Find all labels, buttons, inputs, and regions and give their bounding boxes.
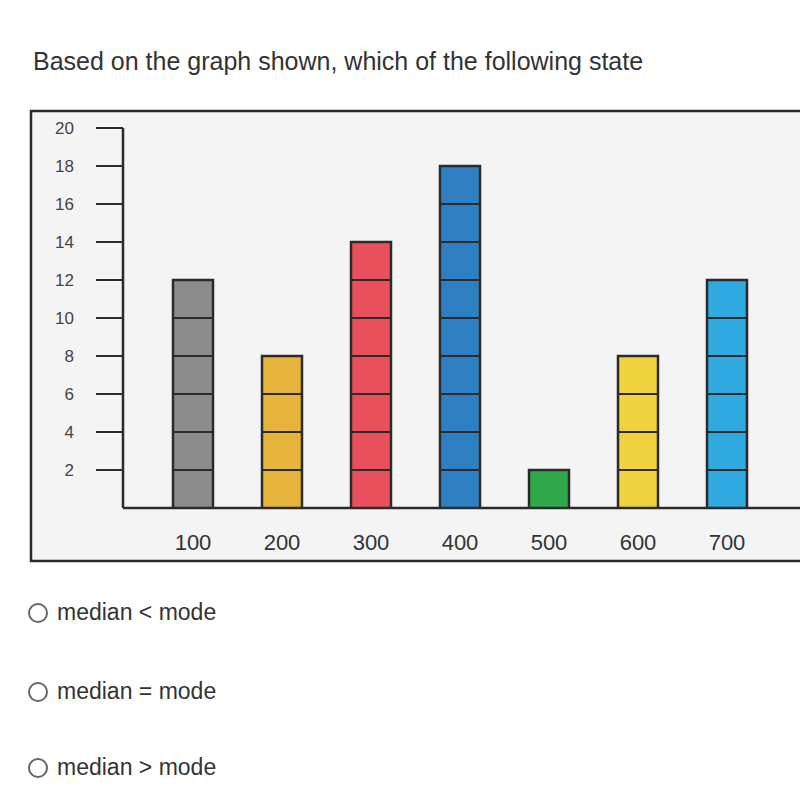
block-divider bbox=[351, 431, 391, 433]
block-divider bbox=[351, 279, 391, 281]
block-divider bbox=[351, 355, 391, 357]
block-divider bbox=[173, 317, 213, 319]
block-divider bbox=[440, 203, 480, 205]
block-divider bbox=[262, 469, 302, 471]
x-tick-label: 600 bbox=[620, 530, 657, 555]
block-divider bbox=[440, 279, 480, 281]
y-tick bbox=[96, 279, 123, 281]
y-tick bbox=[96, 127, 123, 129]
y-tick-label: 12 bbox=[55, 271, 74, 290]
block-divider bbox=[707, 469, 747, 471]
option-label[interactable]: median > mode bbox=[57, 754, 216, 780]
y-tick bbox=[96, 355, 123, 357]
radio[interactable] bbox=[29, 683, 47, 701]
y-tick bbox=[96, 469, 123, 471]
page: Based on the graph shown, which of the f… bbox=[0, 0, 800, 800]
y-tick-label: 2 bbox=[65, 461, 74, 480]
y-tick bbox=[96, 165, 123, 167]
y-tick bbox=[96, 203, 123, 205]
block-divider bbox=[351, 317, 391, 319]
y-tick-label: 18 bbox=[55, 157, 74, 176]
screen: Based on the graph shown, which of the f… bbox=[0, 0, 800, 800]
bar bbox=[618, 356, 658, 508]
block-divider bbox=[440, 317, 480, 319]
block-divider bbox=[351, 469, 391, 471]
y-tick bbox=[96, 241, 123, 243]
block-divider bbox=[351, 393, 391, 395]
bar bbox=[529, 470, 569, 508]
block-divider bbox=[618, 393, 658, 395]
radio[interactable] bbox=[29, 759, 47, 777]
bar bbox=[707, 280, 747, 508]
block-divider bbox=[707, 431, 747, 433]
bar bbox=[351, 242, 391, 508]
x-tick-label: 700 bbox=[709, 530, 746, 555]
block-divider bbox=[440, 355, 480, 357]
bar bbox=[440, 166, 480, 508]
block-divider bbox=[618, 431, 658, 433]
block-divider bbox=[173, 393, 213, 395]
y-tick-label: 4 bbox=[65, 423, 74, 442]
bars bbox=[173, 166, 747, 508]
y-tick bbox=[96, 317, 123, 319]
block-divider bbox=[173, 431, 213, 433]
chart-frame bbox=[31, 111, 800, 561]
y-tick-label: 14 bbox=[55, 233, 74, 252]
block-divider bbox=[707, 393, 747, 395]
y-tick bbox=[96, 431, 123, 433]
block-divider bbox=[440, 241, 480, 243]
y-tick-label: 20 bbox=[55, 119, 74, 138]
block-divider bbox=[707, 355, 747, 357]
radio[interactable] bbox=[29, 604, 47, 622]
x-tick-label: 200 bbox=[264, 530, 301, 555]
block-divider bbox=[262, 393, 302, 395]
option-label[interactable]: median < mode bbox=[57, 599, 216, 625]
block-divider bbox=[440, 469, 480, 471]
option-label[interactable]: median = mode bbox=[57, 678, 216, 704]
y-tick-label: 6 bbox=[65, 385, 74, 404]
x-tick-label: 300 bbox=[353, 530, 390, 555]
bar bbox=[262, 356, 302, 508]
block-divider bbox=[618, 469, 658, 471]
x-tick-label: 500 bbox=[531, 530, 568, 555]
y-tick-label: 16 bbox=[55, 195, 74, 214]
bar bbox=[173, 280, 213, 508]
question: Based on the graph shown, which of the f… bbox=[33, 47, 643, 75]
x-tick-label: 100 bbox=[175, 530, 212, 555]
block-divider bbox=[173, 355, 213, 357]
block-divider bbox=[440, 431, 480, 433]
y-tick-label: 10 bbox=[55, 309, 74, 328]
block-divider bbox=[173, 469, 213, 471]
y-tick bbox=[96, 393, 123, 395]
y-tick-label: 8 bbox=[65, 347, 74, 366]
block-divider bbox=[707, 317, 747, 319]
block-divider bbox=[440, 393, 480, 395]
x-tick-label: 400 bbox=[442, 530, 479, 555]
block-divider bbox=[262, 431, 302, 433]
